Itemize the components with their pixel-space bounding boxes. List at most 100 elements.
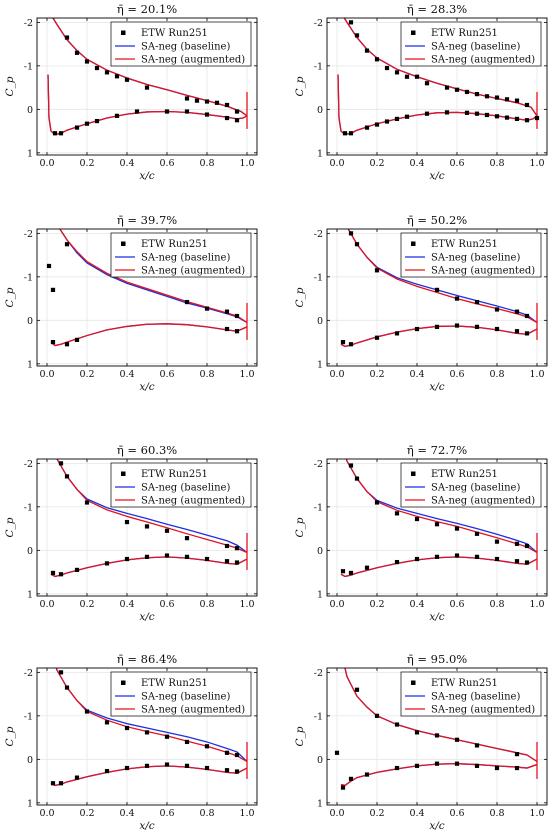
data-point-etw (224, 543, 230, 549)
data-point-etw (374, 57, 380, 62)
augmented-upper-curve (344, 668, 538, 763)
x-tick-label: 0.6 (449, 808, 464, 819)
baseline-lower-curve (340, 325, 538, 348)
plot-area (47, 18, 248, 136)
x-tick-label: 0.0 (39, 158, 54, 169)
x-tick-label: 0.2 (369, 808, 384, 819)
y-tick-label: -1 (314, 61, 323, 72)
augmented-lower-curve (50, 556, 248, 578)
y-tick-label: 0 (317, 546, 323, 557)
y-tick-label: -2 (314, 668, 323, 679)
data-point-etw (354, 242, 360, 247)
legend-marker-etw (411, 680, 416, 685)
data-point-etw (124, 519, 130, 525)
data-point-etw (514, 329, 520, 334)
augmented-lower-curve (340, 325, 538, 348)
x-tick-label: 0.0 (329, 808, 344, 819)
x-tick-label: 1.0 (239, 808, 254, 819)
legend-label-etw: ETW Run251 (431, 239, 498, 250)
y-tick-label: 1 (317, 148, 323, 159)
data-point-etw (184, 763, 190, 768)
y-tick-label: 0 (317, 105, 323, 116)
chart-title: η̄ = 20.1% (117, 2, 177, 16)
x-tick-label: 0.6 (159, 158, 174, 169)
data-point-etw (84, 121, 90, 126)
x-tick-label: 0.8 (199, 808, 214, 819)
data-point-etw (58, 781, 64, 786)
chart-title: η̄ = 72.7% (407, 443, 467, 457)
legend: ETW Run251 SA-neg (baseline) SA-neg (augme… (400, 232, 542, 278)
augmented-upper-curve (347, 229, 538, 324)
data-point-etw (164, 734, 170, 739)
x-tick-label: 1.0 (239, 369, 254, 380)
x-tick-label: 0.8 (489, 369, 504, 380)
augmented-upper-curve (56, 459, 248, 554)
data-point-etw (50, 570, 56, 576)
data-point-etw (84, 709, 90, 714)
data-point-etw (144, 85, 150, 90)
y-axis-label: C_p (4, 517, 16, 537)
data-point-etw (454, 296, 460, 301)
x-tick-label: 0.0 (39, 599, 54, 610)
data-point-etw (74, 50, 80, 55)
data-point-etw (384, 65, 390, 71)
data-point-etw (104, 70, 110, 75)
data-point-etw (434, 522, 440, 527)
legend-label-etw: ETW Run251 (431, 469, 498, 480)
data-point-etw (474, 92, 480, 97)
x-axis-label: x/c (429, 820, 444, 832)
data-point-etw (124, 765, 130, 771)
chart-panel: 0.0 0.2 0.4 0.6 0.8 1.0 -2 -1 0 1 η̄ = 60.3% x/c C_p… (4, 443, 258, 623)
plot-area (46, 229, 248, 347)
legend-label-baseline: SA-neg (baseline) (431, 483, 520, 494)
x-axis-label: x/c (139, 611, 154, 623)
data-point-etw (474, 743, 480, 748)
y-axis-label: C_p (4, 726, 16, 746)
augmented-upper-curve (59, 229, 248, 324)
chart-panel: 0.0 0.2 0.4 0.6 0.8 1.0 -2 -1 0 1 η̄ = 28.3% x/c C_p… (294, 2, 548, 182)
data-point-etw (414, 763, 420, 768)
x-tick-label: 0.0 (329, 158, 344, 169)
data-point-etw (364, 125, 370, 130)
y-axis-label: C_p (4, 76, 16, 96)
data-point-etw (164, 109, 170, 114)
legend: ETW Run251 SA-neg (baseline) SA-neg (augme… (110, 462, 252, 508)
data-point-etw (494, 95, 500, 100)
y-tick-label: -2 (24, 18, 33, 29)
y-tick-label: -2 (314, 18, 323, 29)
y-axis-label: C_p (294, 76, 306, 96)
data-point-etw (144, 524, 150, 529)
data-point-etw (52, 131, 58, 136)
data-point-etw (64, 342, 70, 347)
y-tick-label: -2 (24, 459, 33, 470)
data-point-etw (224, 115, 230, 121)
data-point-etw (50, 339, 56, 345)
legend: ETW Run251 SA-neg (baseline) SA-neg (augme… (110, 21, 252, 67)
data-point-etw (58, 461, 64, 466)
data-point-etw (354, 476, 360, 481)
y-tick-label: -1 (24, 61, 33, 72)
data-point-etw (204, 556, 210, 562)
data-point-etw (204, 99, 210, 104)
legend-label-augmented: SA-neg (augmented) (141, 55, 245, 66)
y-tick-label: -1 (314, 502, 323, 513)
data-point-etw (434, 733, 440, 738)
legend-label-augmented: SA-neg (augmented) (141, 705, 245, 716)
x-tick-label: 0.6 (449, 369, 464, 380)
data-point-etw (164, 528, 170, 533)
y-tick-label: 0 (27, 105, 33, 116)
x-tick-label: 0.6 (159, 369, 174, 380)
data-point-etw (534, 115, 540, 121)
x-tick-label: 0.4 (119, 599, 134, 610)
x-tick-label: 0.4 (119, 158, 134, 169)
y-tick-label: 1 (27, 359, 33, 370)
y-tick-label: 1 (27, 589, 33, 600)
x-tick-label: 0.2 (369, 369, 384, 380)
y-tick-label: -2 (24, 668, 33, 679)
x-tick-label: 1.0 (239, 599, 254, 610)
data-point-etw (184, 96, 190, 101)
data-point-etw (84, 500, 90, 505)
data-point-etw (524, 102, 530, 108)
chart-title: η̄ = 95.0% (407, 652, 467, 666)
